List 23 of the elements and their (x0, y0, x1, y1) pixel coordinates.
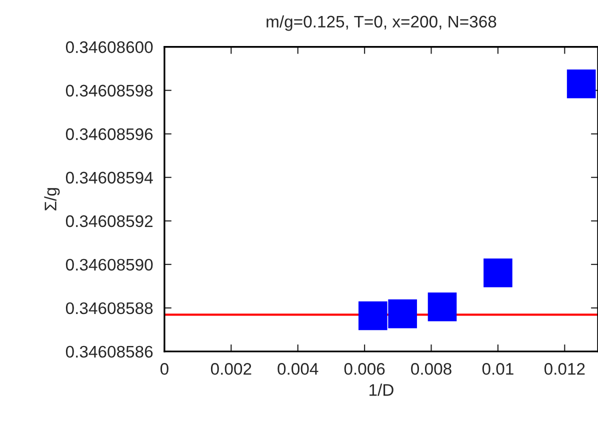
chart-title: m/g=0.125, T=0, x=200, N=368 (266, 15, 496, 31)
y-tick-label: 0.34608592 (66, 215, 153, 228)
point (428, 292, 457, 322)
x-tick-label: 0.012 (544, 363, 585, 375)
y-tick-label: 0.34608590 (66, 258, 153, 271)
x-tick-label: 0 (160, 363, 168, 375)
point (566, 69, 596, 98)
y-tick-label: 0.34608588 (66, 302, 153, 314)
x-tick-label: 0.006 (344, 363, 385, 375)
point (388, 299, 417, 328)
x-tick-label: 0.004 (278, 363, 318, 375)
y-tick-label: 0.34608598 (66, 84, 153, 97)
x-axis-title: 1/D (370, 384, 394, 396)
y-tick-label: 0.34608594 (66, 172, 153, 184)
y-tick-label: 0.34608596 (66, 128, 153, 140)
x-tick-label: 0.01 (482, 363, 514, 375)
y-tick-label: 0.34608586 (66, 346, 153, 358)
point (358, 301, 388, 330)
y-axis-title: Σ/g (44, 188, 60, 210)
x-tick-label: 0.008 (411, 363, 452, 375)
x-tick-label: 0.002 (210, 363, 252, 375)
y-tick-label: 0.34608600 (66, 41, 153, 54)
point (484, 258, 512, 288)
